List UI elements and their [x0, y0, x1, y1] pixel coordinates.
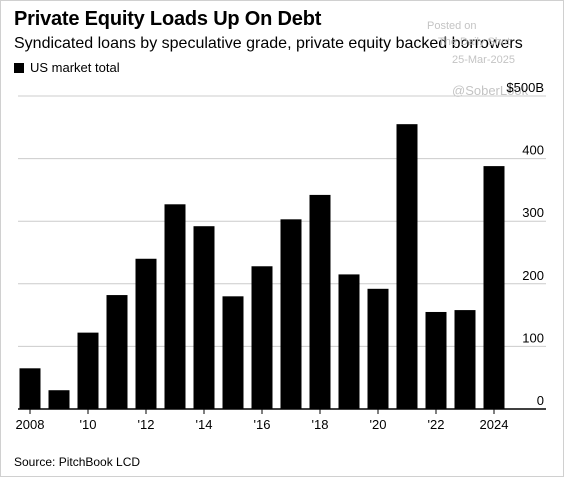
x-tick-label: 2024	[480, 417, 509, 432]
y-tick-label: 100	[522, 330, 544, 345]
y-tick-label: 200	[522, 268, 544, 283]
x-tick-label: '22	[428, 417, 445, 432]
bar	[77, 332, 99, 409]
source-note: Source: PitchBook LCD	[14, 455, 141, 469]
bar	[135, 258, 157, 409]
x-tick-label: '12	[138, 417, 155, 432]
bar	[396, 124, 418, 410]
x-tick-label: '14	[196, 417, 213, 432]
chart-subtitle: Syndicated loans by speculative grade, p…	[14, 35, 523, 52]
bar	[19, 368, 41, 409]
bar	[222, 296, 244, 409]
legend-label: US market total	[30, 60, 120, 75]
watermark-posted: Posted on	[427, 20, 477, 32]
bar	[367, 288, 389, 409]
bar	[48, 390, 70, 409]
bar	[309, 194, 331, 409]
bar	[454, 310, 476, 409]
y-tick-label: 0	[537, 393, 544, 408]
bar	[251, 266, 273, 409]
x-tick-label: 2008	[16, 417, 45, 432]
y-tick-label: 300	[522, 205, 544, 220]
x-tick-label: '20	[370, 417, 387, 432]
x-tick-label: '18	[312, 417, 329, 432]
bar	[280, 219, 302, 409]
watermark-handle: @SoberLook	[452, 83, 529, 98]
watermark-date: 25-Mar-2025	[452, 54, 515, 66]
bar	[164, 204, 186, 409]
bar	[425, 311, 447, 409]
x-tick-label: '10	[80, 417, 97, 432]
chart-title: Private Equity Loads Up On Debt	[14, 8, 322, 30]
y-tick-label: 400	[522, 143, 544, 158]
bar	[106, 295, 128, 409]
y-tick-label: $500B	[506, 80, 544, 95]
bar	[193, 226, 215, 409]
legend: US market total	[14, 60, 120, 75]
bar	[483, 166, 505, 409]
bar	[338, 274, 360, 409]
legend-swatch	[14, 62, 24, 73]
watermark-site: The Daily Shot	[438, 36, 511, 48]
x-tick-label: '16	[254, 417, 271, 432]
